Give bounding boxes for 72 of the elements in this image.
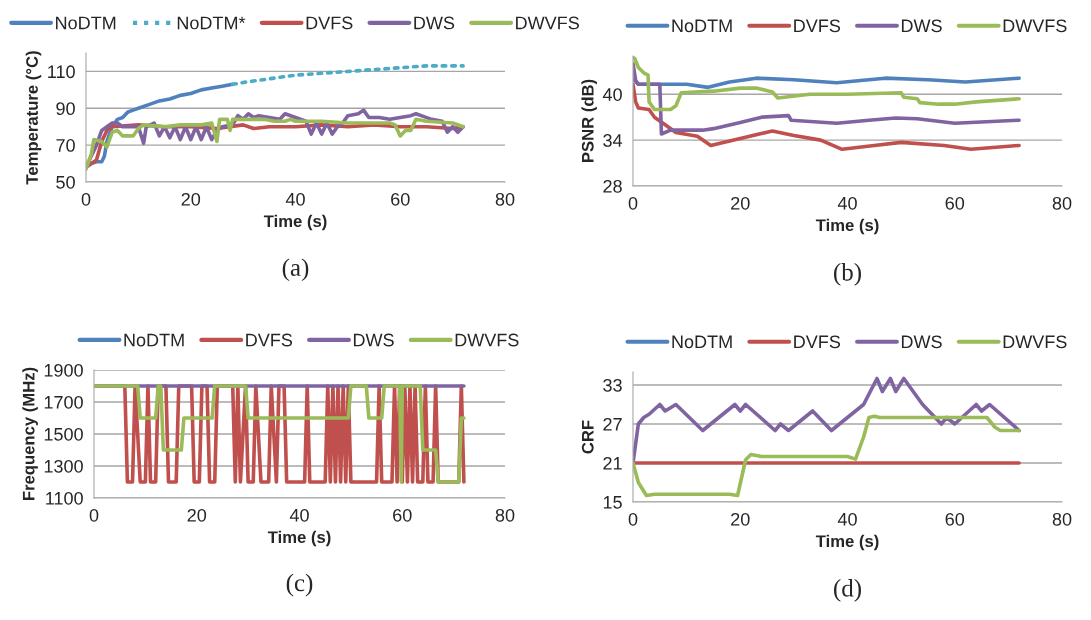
legend-label: DVFS xyxy=(794,335,841,349)
line-series xyxy=(633,82,1021,152)
y-axis-title: Temperature (°C) xyxy=(25,51,42,185)
legend-label: DWS xyxy=(901,335,942,349)
y-axis-title: PSNR (dB) xyxy=(581,79,597,163)
text: (d) xyxy=(834,579,861,602)
legend-label: NoDTM xyxy=(672,19,732,33)
legend-label: NoDTM xyxy=(124,333,184,347)
y-tick-label: 70 xyxy=(56,139,75,152)
legend-label: DWS xyxy=(414,16,455,30)
line-series xyxy=(633,376,1021,465)
legend-label: DWVFS xyxy=(1003,335,1067,349)
y-tick-label: 1300 xyxy=(44,459,83,473)
x-axis-title: Time (s) xyxy=(267,530,331,547)
legend-label: NoDTM xyxy=(56,16,116,30)
x-tick-label: 40 xyxy=(285,192,305,206)
x-tick-label: 20 xyxy=(731,196,750,210)
line-series xyxy=(633,56,1021,112)
y-tick-label: 90 xyxy=(56,102,75,116)
x-tick-label: 60 xyxy=(945,512,965,526)
y-tick-label: 1100 xyxy=(46,491,83,505)
x-tick-label: 80 xyxy=(1052,196,1072,210)
line-series xyxy=(633,76,1021,90)
y-axis-title: Frequency (MHz) xyxy=(22,367,38,501)
y-tick-label: 27 xyxy=(603,417,622,431)
line-series xyxy=(633,414,1021,498)
x-tick-label: 0 xyxy=(89,508,99,522)
legend-label: DWS xyxy=(901,19,942,33)
y-tick-label: 28 xyxy=(603,179,622,193)
legend-label: DWVFS xyxy=(1003,19,1067,33)
x-axis-title: Time (s) xyxy=(815,218,879,235)
text: (b) xyxy=(834,263,861,286)
y-tick-label: 110 xyxy=(48,65,75,79)
x-tick-label: 0 xyxy=(81,192,91,206)
y-tick-label: 1500 xyxy=(44,427,83,441)
legend-label: DWS xyxy=(353,333,394,347)
x-tick-label: 40 xyxy=(289,508,309,522)
legend-label: DVFS xyxy=(794,19,841,33)
legend-label: DWVFS xyxy=(516,16,579,30)
y-tick-label: 21 xyxy=(603,456,622,470)
y-tick-label: 1700 xyxy=(44,395,83,409)
legend-label: NoDTM* xyxy=(177,16,246,30)
x-axis-title: Time (s) xyxy=(815,534,879,551)
x-tick-label: 40 xyxy=(837,512,857,526)
x-tick-label: 20 xyxy=(187,508,207,522)
x-axis-title: Time (s) xyxy=(263,214,327,231)
x-tick-label: 20 xyxy=(181,192,201,206)
x-tick-label: 60 xyxy=(945,196,965,210)
y-tick-label: 34 xyxy=(603,134,623,147)
x-tick-label: 0 xyxy=(628,512,638,526)
x-tick-label: 80 xyxy=(495,508,515,522)
y-tick-label: 15 xyxy=(603,496,622,509)
text: (a) xyxy=(282,258,309,282)
legend-label: DVFS xyxy=(246,333,293,347)
y-tick-label: 40 xyxy=(602,88,622,101)
x-tick-label: 80 xyxy=(1052,512,1072,526)
x-tick-label: 60 xyxy=(391,192,410,206)
x-tick-label: 0 xyxy=(628,196,638,210)
y-axis-title: CRF xyxy=(581,420,594,454)
x-tick-label: 20 xyxy=(731,512,750,526)
x-tick-label: 40 xyxy=(837,196,857,210)
text: (c) xyxy=(286,573,313,597)
legend-label: NoDTM xyxy=(672,335,732,349)
line-series xyxy=(230,64,465,87)
legend-label: DVFS xyxy=(306,16,353,30)
legend-label: DWVFS xyxy=(455,333,519,347)
x-tick-label: 60 xyxy=(393,508,412,522)
x-tick-label: 80 xyxy=(495,192,515,206)
line-series xyxy=(633,61,1021,136)
y-tick-label: 1900 xyxy=(44,363,83,377)
y-tick-label: 33 xyxy=(603,378,622,392)
y-tick-label: 50 xyxy=(56,175,75,189)
